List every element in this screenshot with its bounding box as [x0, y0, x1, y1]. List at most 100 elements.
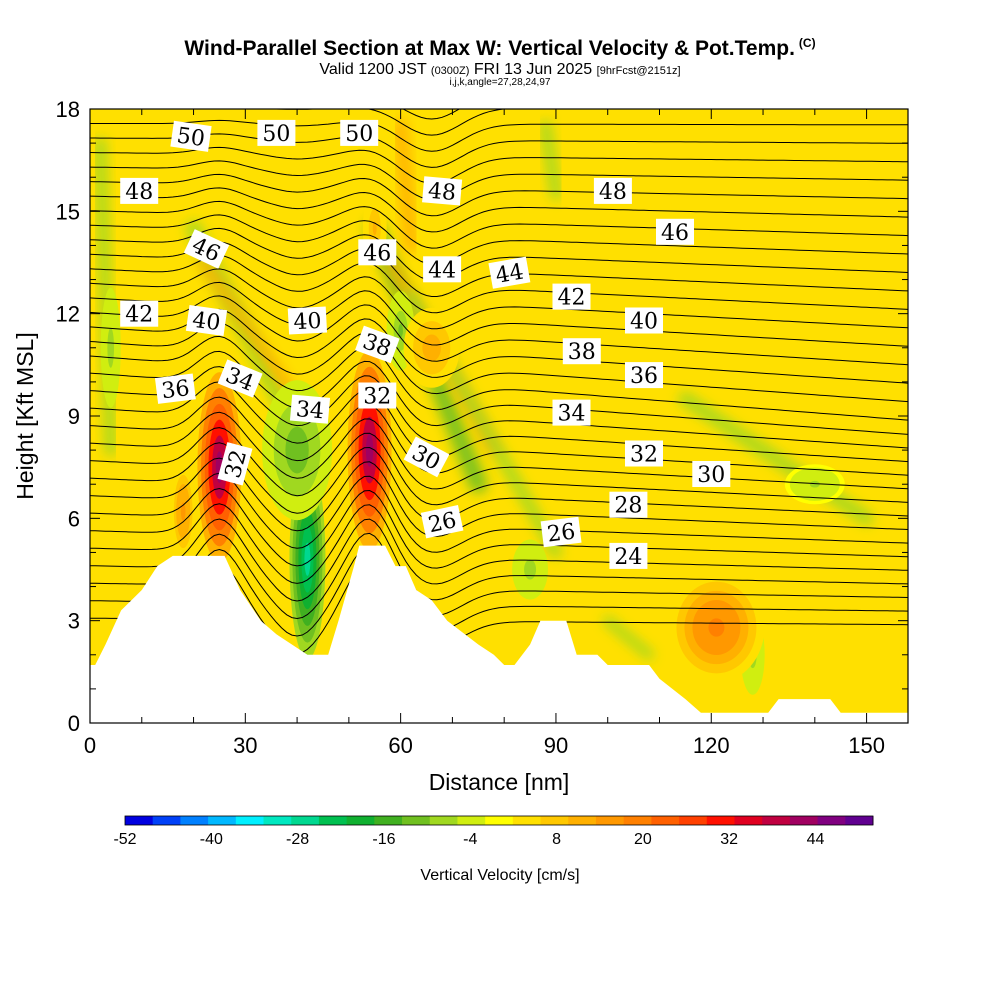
- contour-label-bg: [625, 362, 663, 389]
- contour-label-bg: [423, 256, 462, 283]
- contour-label-bg: [340, 119, 379, 146]
- x-tick-label: 90: [544, 733, 568, 758]
- isentrope-line: [90, 281, 908, 347]
- isentrope-line: [90, 350, 908, 435]
- chart-title: Wind-Parallel Section at Max W: Vertical…: [0, 36, 1000, 61]
- contour-label: 30: [692, 461, 731, 488]
- colorbar-swatch: [651, 816, 680, 825]
- axis-ticks: [89, 108, 908, 724]
- contour-label-bg: [217, 442, 253, 486]
- contour-label: 32: [625, 440, 663, 468]
- isentrope-line: [90, 322, 908, 403]
- contour-label: 40: [625, 307, 663, 335]
- colorbar-swatch: [845, 816, 874, 825]
- downdraft-core: [291, 438, 303, 462]
- copyright-mark: (C): [798, 36, 816, 50]
- colorbar-tick-label: 44: [807, 831, 825, 848]
- isentrope-line: [90, 487, 908, 569]
- contour-label-bg: [154, 373, 196, 404]
- isentrope-line: [90, 503, 908, 585]
- colorbar-tick-label: 32: [720, 831, 738, 848]
- colorbar-swatch: [623, 816, 652, 825]
- contour-label-bg: [358, 239, 397, 266]
- isentrope-line: [90, 518, 908, 602]
- contour-label-text: 32: [363, 385, 391, 410]
- contour-label-text: 26: [426, 508, 459, 538]
- contour-label: 40: [287, 306, 328, 335]
- colorbar-tick-label: 20: [634, 831, 652, 848]
- downdraft-core: [809, 480, 820, 488]
- forecast-info: [9hrFcst@2151z]: [596, 65, 681, 77]
- contour-label-bg: [289, 394, 331, 424]
- colorbar-swatch: [595, 816, 625, 825]
- downdraft-band: [602, 615, 655, 660]
- isentrope-line: [90, 268, 908, 330]
- updraft-band: [393, 119, 418, 253]
- x-tick-label: 30: [233, 733, 257, 758]
- colorbar-title: Vertical Velocity [cm/s]: [420, 867, 579, 884]
- contour-label-bg: [609, 491, 648, 518]
- contour-label-text: 38: [568, 340, 596, 365]
- updraft-core: [365, 433, 374, 467]
- isentrope-line: [90, 411, 908, 490]
- colorbar-swatch: [706, 816, 735, 825]
- contour-label: 46: [358, 239, 397, 266]
- colorbar-tick-label: -52: [113, 831, 136, 848]
- y-tick-label: 18: [56, 97, 80, 122]
- contour-label-bg: [625, 307, 663, 334]
- colorbar-swatch: [568, 816, 597, 825]
- isentrope-line: [90, 133, 908, 168]
- contour-label-text: 46: [363, 241, 391, 266]
- colorbar-swatch: [152, 816, 181, 825]
- colorbar-swatch: [180, 816, 209, 825]
- isentrope-line: [90, 146, 908, 185]
- updraft-core: [372, 221, 377, 236]
- contour-label: 48: [120, 177, 159, 205]
- y-tick-label: 6: [68, 506, 80, 531]
- contour-label-bg: [183, 229, 230, 269]
- colorbar-swatch: [208, 816, 237, 825]
- isentrope-line: [90, 532, 908, 620]
- valid-date: FRI 13 Jun 2025: [473, 61, 593, 78]
- colorbar-swatch: [762, 816, 791, 825]
- contour-label: 48: [593, 177, 632, 205]
- isentrope-line: [90, 335, 908, 421]
- downdraft-band: [539, 120, 562, 201]
- contour-label-text: 34: [295, 397, 325, 424]
- x-tick-label: 0: [84, 733, 96, 758]
- colorbar-swatch: [429, 816, 458, 825]
- isentrope-line: [90, 254, 908, 314]
- contour-label: 34: [552, 399, 591, 427]
- contour-label-bg: [552, 283, 591, 310]
- contour-label-bg: [120, 177, 159, 204]
- contour-label-text: 50: [262, 122, 290, 147]
- colorbar-swatch: [235, 816, 265, 825]
- contour-label-text: 42: [125, 303, 153, 328]
- contour-label-bg: [552, 399, 591, 426]
- contour-label-bg: [257, 119, 296, 146]
- contour-label: 24: [609, 542, 648, 570]
- contour-label-bg: [358, 382, 397, 409]
- terrain-mask: [90, 545, 908, 723]
- isentrope-line: [90, 214, 908, 265]
- contour-label-text: 46: [661, 221, 689, 246]
- contour-label-bg: [625, 440, 663, 467]
- contour-label: 44: [488, 256, 531, 289]
- index-info: i,j,k,angle=27,28,24,97: [449, 77, 551, 88]
- colorbar-tick-label: -4: [463, 831, 477, 848]
- y-tick-label: 9: [68, 404, 80, 429]
- contour-label-text: 48: [599, 180, 627, 205]
- contour-label: 50: [170, 120, 212, 152]
- contour-label-bg: [656, 218, 694, 245]
- colorbar-swatch: [457, 816, 486, 825]
- contour-label-text: 28: [614, 494, 642, 519]
- colorbar-frame: [124, 815, 874, 826]
- contour-label-bg: [692, 461, 731, 487]
- contour-label: 48: [422, 176, 463, 206]
- contour-label-text: 32: [630, 443, 658, 468]
- colorbar-tick-label: 8: [552, 831, 561, 848]
- x-tick-label: 60: [388, 733, 412, 758]
- contour-label-bg: [488, 256, 531, 289]
- x-tick-label: 150: [848, 733, 885, 758]
